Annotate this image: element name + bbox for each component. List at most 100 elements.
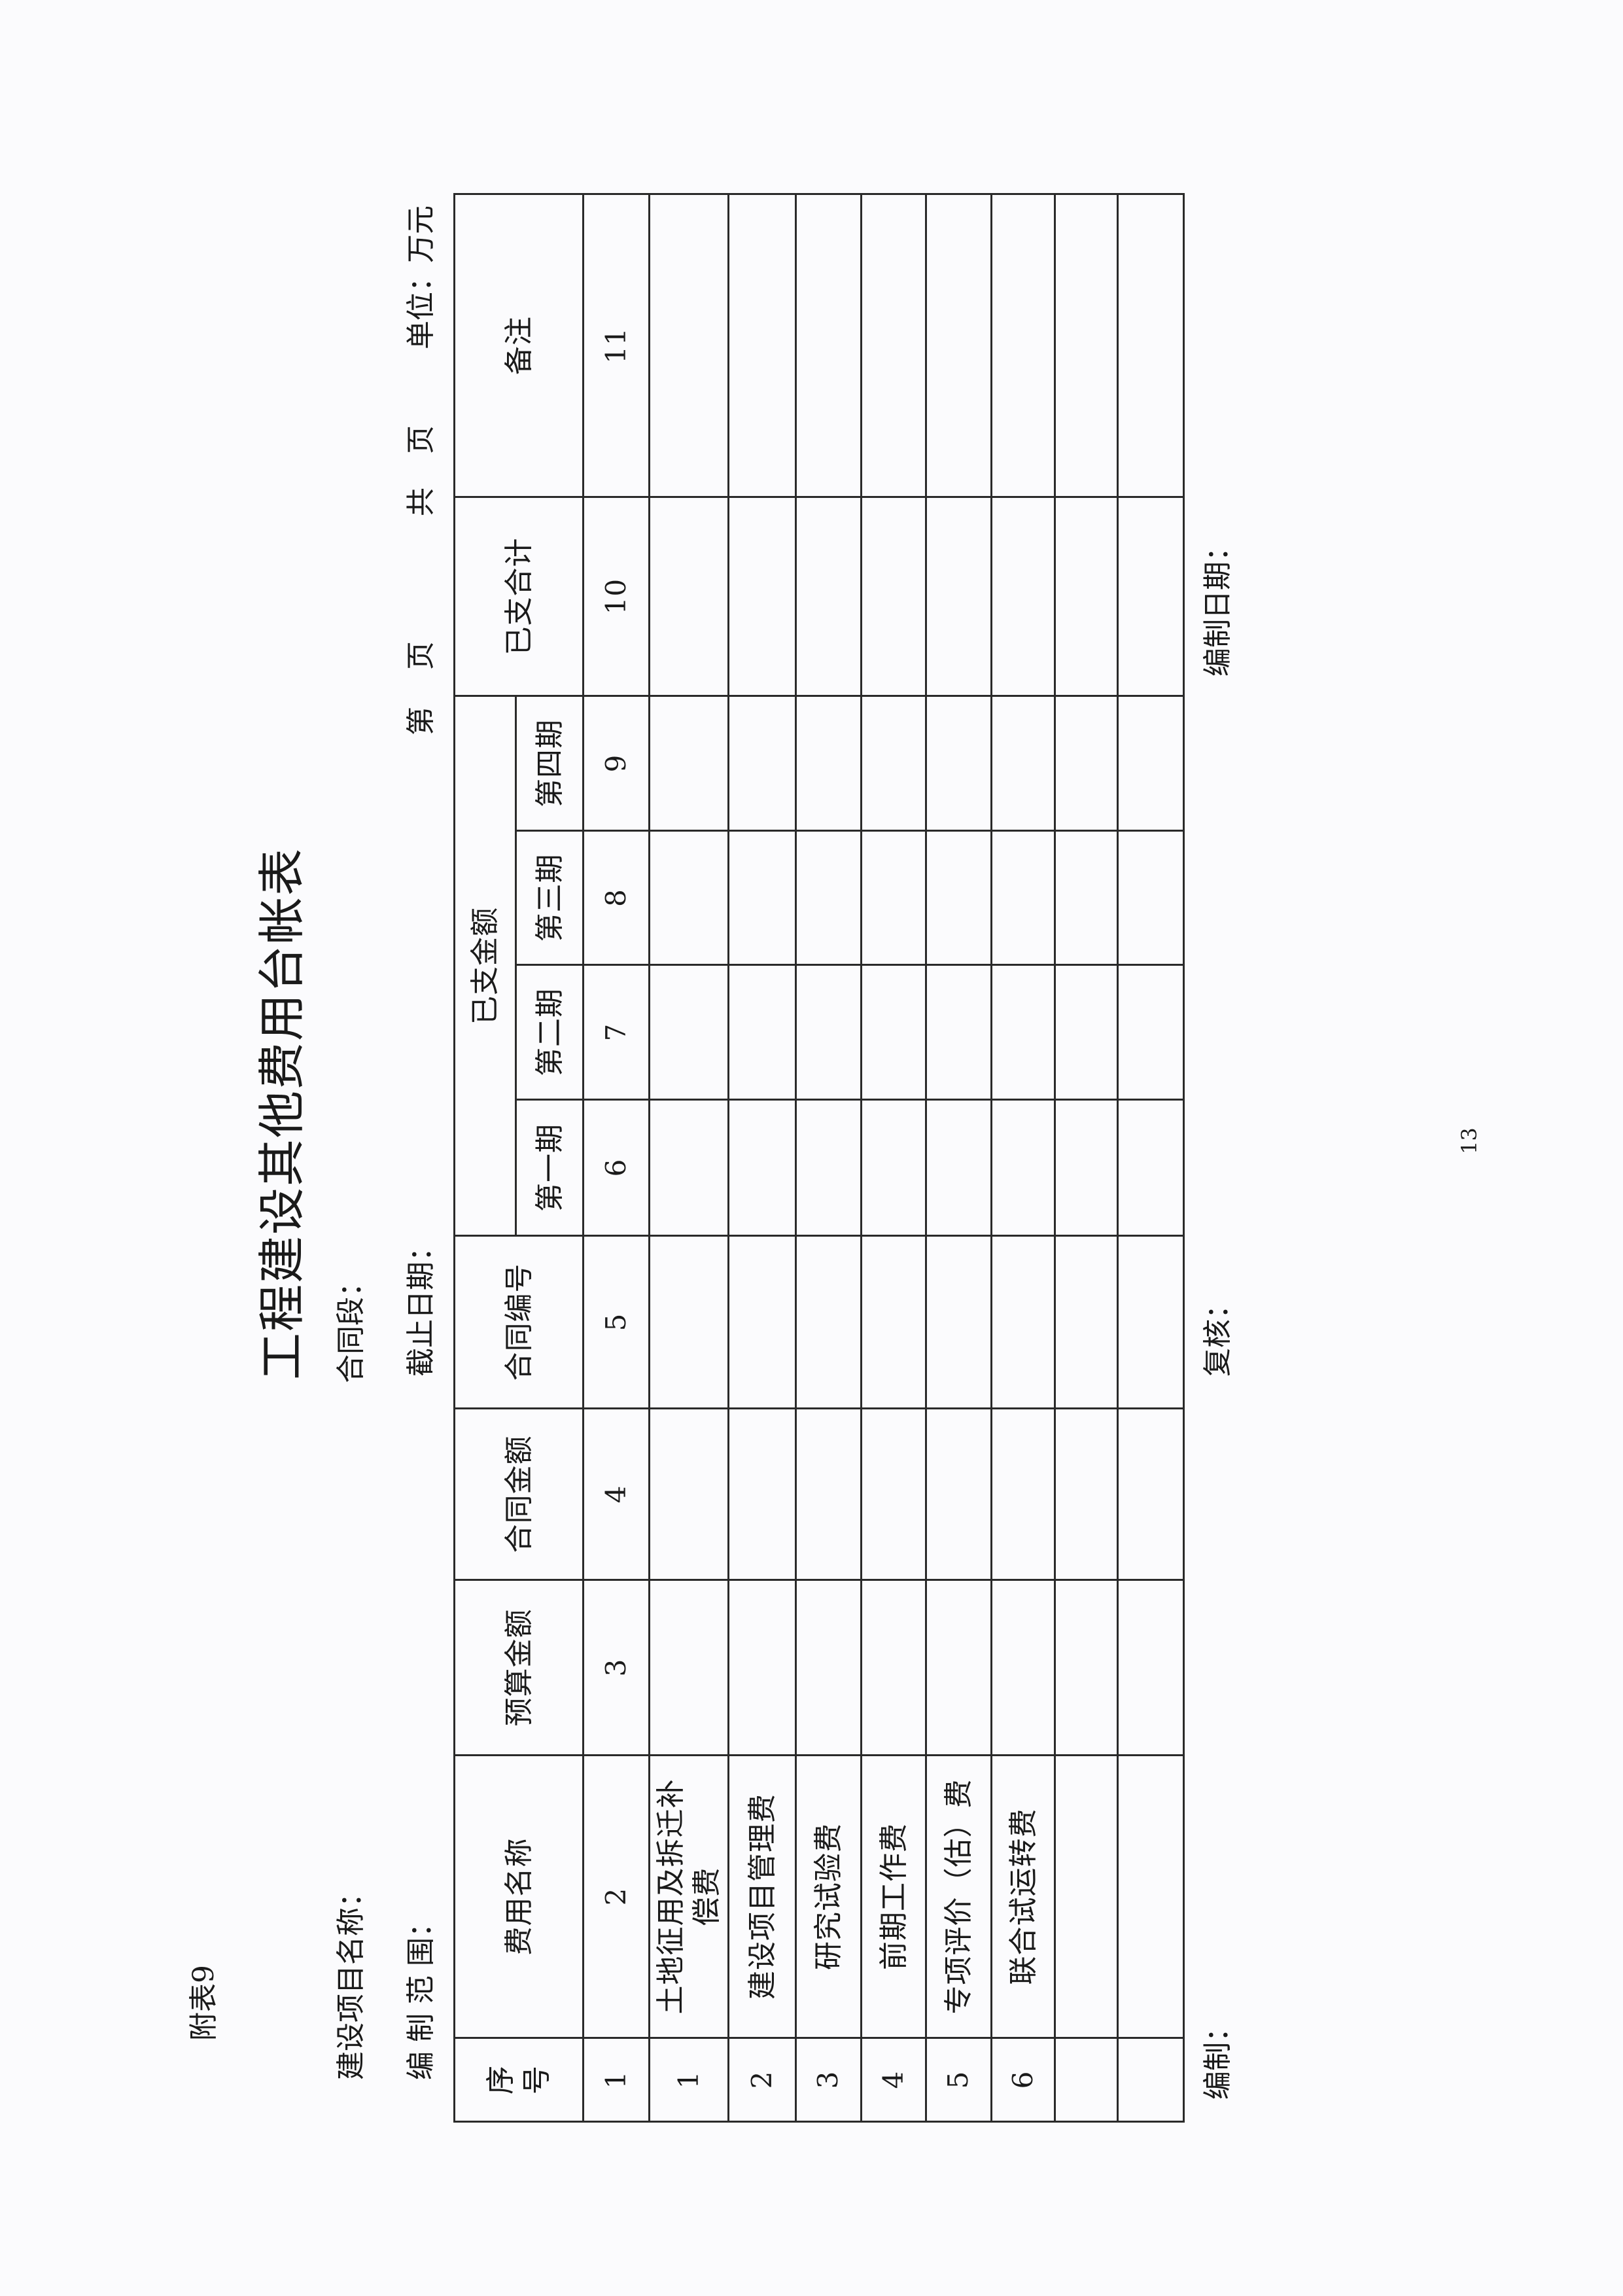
- header-contract-no: 合同编号: [454, 1235, 584, 1409]
- row-cell: [861, 696, 926, 831]
- scope-label: 编 制 范 围：: [404, 1909, 438, 2080]
- row-expense-name: 建设项目管理费: [728, 1755, 796, 2038]
- row-cell: [728, 964, 796, 1100]
- appendix-label: 附表9: [187, 1965, 220, 2041]
- row-expense-name: 专项评价（估）费: [926, 1755, 992, 2038]
- row-seq: 4: [861, 2038, 926, 2122]
- row-cell: [926, 497, 992, 696]
- row-cell: [861, 1235, 926, 1409]
- row-cell: [926, 194, 992, 497]
- row-cell: [795, 1235, 862, 1409]
- row-seq: [1117, 2038, 1184, 2122]
- row-cell: [1117, 1099, 1184, 1236]
- row-seq: 2: [728, 2038, 796, 2122]
- row-cell: [991, 1235, 1055, 1409]
- row-cell: [1117, 1235, 1184, 1409]
- table-row: 3 研究试验费: [795, 194, 862, 2122]
- row-cell: [795, 497, 862, 696]
- row-expense-name: 前期工作费: [861, 1755, 926, 2038]
- row-cell: [728, 1580, 796, 1756]
- column-number-cell: 6: [583, 1099, 650, 1236]
- column-number-cell: 1: [583, 2038, 650, 2122]
- row-cell: [926, 964, 992, 1100]
- row-cell: [1117, 830, 1184, 965]
- row-seq: 5: [926, 2038, 992, 2122]
- page-number: 13: [1457, 1127, 1482, 1154]
- table-row: 4 前期工作费: [861, 194, 926, 2122]
- row-seq: 6: [991, 2038, 1055, 2122]
- row-cell: [861, 1580, 926, 1756]
- header-contract-amount: 合同金额: [454, 1408, 584, 1580]
- row-cell: [991, 1099, 1055, 1236]
- row-cell: [795, 696, 862, 831]
- column-number-cell: 7: [583, 964, 650, 1100]
- row-cell: [861, 497, 926, 696]
- page-title: 工程建设其他费用台帐表: [254, 847, 309, 1380]
- row-cell: [1055, 497, 1118, 696]
- table-row: 1 土地征用及拆迁补偿费: [649, 194, 729, 2122]
- row-cell: [926, 830, 992, 965]
- row-cell: [926, 1580, 992, 1756]
- row-expense-name: [1055, 1755, 1118, 2038]
- table-row: [1055, 194, 1118, 2122]
- row-cell: [649, 497, 729, 696]
- row-cell: [991, 497, 1055, 696]
- row-expense-name: 联合试运转费: [991, 1755, 1055, 2038]
- prepared-by-label: 编制：: [1201, 2013, 1234, 2100]
- project-name-label: 建设项目名称：: [334, 1879, 368, 2080]
- row-cell: [1117, 696, 1184, 831]
- column-number-cell: 5: [583, 1235, 650, 1409]
- row-cell: [1117, 497, 1184, 696]
- table-row: 2 建设项目管理费: [728, 194, 796, 2122]
- row-cell: [1055, 1235, 1118, 1409]
- row-cell: [861, 830, 926, 965]
- row-cell: [991, 1580, 1055, 1756]
- row-cell: [728, 497, 796, 696]
- row-cell: [926, 1235, 992, 1409]
- header-name: 费用名称: [454, 1755, 584, 2038]
- row-cell: [649, 964, 729, 1100]
- row-cell: [649, 194, 729, 497]
- row-cell: [795, 830, 862, 965]
- unit-label: 单位：万元: [404, 205, 438, 349]
- row-seq: [1055, 2038, 1118, 2122]
- row-cell: [1117, 1408, 1184, 1580]
- row-seq: 3: [795, 2038, 862, 2122]
- column-number-cell: 3: [583, 1580, 650, 1756]
- row-cell: [728, 1099, 796, 1236]
- total-pages-label: 共: [404, 487, 438, 516]
- row-cell: [1055, 1408, 1118, 1580]
- header-period-4: 第四期: [515, 696, 584, 831]
- row-cell: [728, 194, 796, 497]
- row-cell: [795, 964, 862, 1100]
- row-cell: [1055, 964, 1118, 1100]
- header-budget: 预算金额: [454, 1580, 584, 1756]
- header-period-2: 第二期: [515, 964, 584, 1100]
- row-cell: [1055, 830, 1118, 965]
- table-row: 5 专项评价（估）费: [926, 194, 992, 2122]
- row-cell: [991, 964, 1055, 1100]
- row-cell: [1117, 964, 1184, 1100]
- row-cell: [991, 696, 1055, 831]
- row-cell: [861, 1408, 926, 1580]
- row-cell: [795, 1099, 862, 1236]
- header-paid: 已支金额: [454, 696, 516, 1236]
- row-cell: [1055, 194, 1118, 497]
- row-cell: [795, 1408, 862, 1580]
- row-cell: [991, 1408, 1055, 1580]
- row-cell: [861, 194, 926, 497]
- row-cell: [649, 1099, 729, 1236]
- row-cell: [728, 1408, 796, 1580]
- header-period-1: 第一期: [515, 1099, 584, 1236]
- table-row: [1117, 194, 1184, 2122]
- row-cell: [861, 1099, 926, 1236]
- row-cell: [649, 830, 729, 965]
- total-pages-suffix: 页: [404, 425, 438, 454]
- row-cell: [1117, 194, 1184, 497]
- row-cell: [795, 1580, 862, 1756]
- row-cell: [991, 194, 1055, 497]
- row-cell: [649, 1235, 729, 1409]
- row-cell: [795, 194, 862, 497]
- row-cell: [926, 696, 992, 831]
